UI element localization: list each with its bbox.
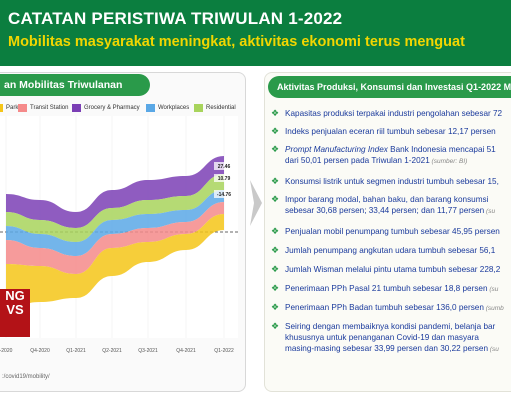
bullet-text: Penjualan mobil penumpang tumbuh sebesar… [285, 227, 500, 236]
activity-panel [264, 72, 511, 392]
bullet-text: Impor barang modal, bahan baku, dan bara… [285, 195, 496, 215]
bullet-icon: ❖ [271, 144, 280, 154]
x-tick-label: Q4-2020 [30, 348, 50, 354]
bullet-icon: ❖ [271, 108, 280, 118]
bullet-text: Prompt Manufacturing Index Bank Indonesi… [285, 145, 496, 165]
news-logo-line: NG [5, 289, 25, 303]
bullet-source-note: (sumber: BI) [429, 158, 468, 165]
mobility-panel-tab: an Mobilitas Triwulanan [0, 74, 150, 96]
bullet-source-note: (su [488, 346, 499, 353]
activity-panel-tab: Aktivitas Produksi, Konsumsi dan Investa… [268, 76, 511, 98]
data-label-bg [214, 162, 234, 170]
bullet-text: Penerimaan PPh Pasal 21 tumbuh sebesar 1… [285, 284, 499, 293]
area-workplaces [6, 190, 224, 256]
data-label-bg [214, 174, 234, 182]
bullet-source-note: (sumb [483, 305, 504, 312]
area-park [6, 214, 224, 308]
area-grocery-pharmacy [6, 156, 224, 228]
bullet-text: Indeks penjualan eceran riil tumbuh sebe… [285, 127, 496, 136]
data-label: 10.79 [218, 176, 231, 182]
legend-swatch [18, 104, 27, 112]
legend-item-residential: Residential [194, 104, 236, 112]
bullet-icon: ❖ [271, 264, 280, 274]
news-logo-line: VS [6, 302, 24, 317]
bullet-text: Penerimaan PPh Badan tumbuh sebesar 136,… [285, 303, 504, 312]
source-link[interactable]: :/covid19/mobility/ [2, 374, 50, 380]
x-tick-label: Q3-2021 [138, 348, 158, 354]
data-label: 27.46 [218, 164, 231, 170]
bullet-text: Jumlah Wisman melalui pintu utama tumbuh… [285, 265, 501, 274]
legend-swatch [146, 104, 155, 112]
bullet-icon: ❖ [271, 245, 280, 255]
legend-item-workplaces: Workplaces [146, 104, 189, 112]
bullet-icon: ❖ [271, 321, 280, 331]
chevron-right-icon [250, 180, 262, 226]
legend-swatch [0, 104, 3, 112]
bullet-text: Kapasitas produksi terpakai industri pen… [285, 109, 503, 118]
bullet-icon: ❖ [271, 126, 280, 136]
page-title: CATATAN PERISTIWA TRIWULAN 1-2022 [8, 9, 343, 28]
bullet-source-note: (su [487, 286, 499, 293]
legend-label: Park [6, 105, 19, 111]
legend-item-transit: Transit Station [18, 104, 68, 112]
x-tick-label: Q1-2022 [214, 348, 234, 354]
data-label-bg [214, 190, 234, 198]
x-tick-label: Q1-2021 [66, 348, 86, 354]
bullet-icon: ❖ [271, 194, 280, 204]
page-subtitle: Mobilitas masyarakat meningkat, aktivita… [8, 34, 465, 50]
legend-item-grocery: Grocery & Pharmacy [72, 104, 140, 112]
legend-label: Transit Station [30, 105, 69, 111]
bullet-icon: ❖ [271, 176, 280, 186]
bullet-icon: ❖ [271, 283, 280, 293]
x-tick-label: Q2-2021 [102, 348, 122, 354]
data-label: -14.76 [217, 192, 231, 198]
x-tick-label: Q4-2021 [176, 348, 196, 354]
bullet-source-note: (su [484, 208, 496, 215]
header-banner: CATATAN PERISTIWA TRIWULAN 1-2022 Mobili… [0, 0, 511, 66]
bullet-text: Jumlah penumpang angkutan udara tumbuh s… [285, 246, 496, 255]
chart-legend: Park Transit Station Grocery & Pharmacy … [0, 102, 240, 116]
bullet-text: Seiring dengan membaiknya kondisi pandem… [285, 322, 499, 353]
bullet-text: Konsumsi listrik untuk segmen industri t… [285, 177, 499, 186]
legend-label: Residential [206, 105, 236, 111]
bullet-italic-text: Prompt Manufacturing Index [285, 145, 388, 154]
legend-item-park: Park [0, 104, 18, 112]
legend-swatch [194, 104, 203, 112]
mobility-chart: 27.46 10.79 -14.76 -2020 Q4-2020 Q1-2021 Q2-2… [0, 116, 238, 354]
area-transit-station [6, 202, 224, 274]
legend-swatch [72, 104, 81, 112]
x-tick-label: -2020 [0, 348, 13, 354]
news-logo: NG VS [0, 289, 30, 337]
area-residential [6, 174, 224, 242]
bullet-icon: ❖ [271, 302, 280, 312]
legend-label: Grocery & Pharmacy [84, 105, 140, 111]
bullet-icon: ❖ [271, 226, 280, 236]
legend-label: Workplaces [158, 105, 190, 111]
